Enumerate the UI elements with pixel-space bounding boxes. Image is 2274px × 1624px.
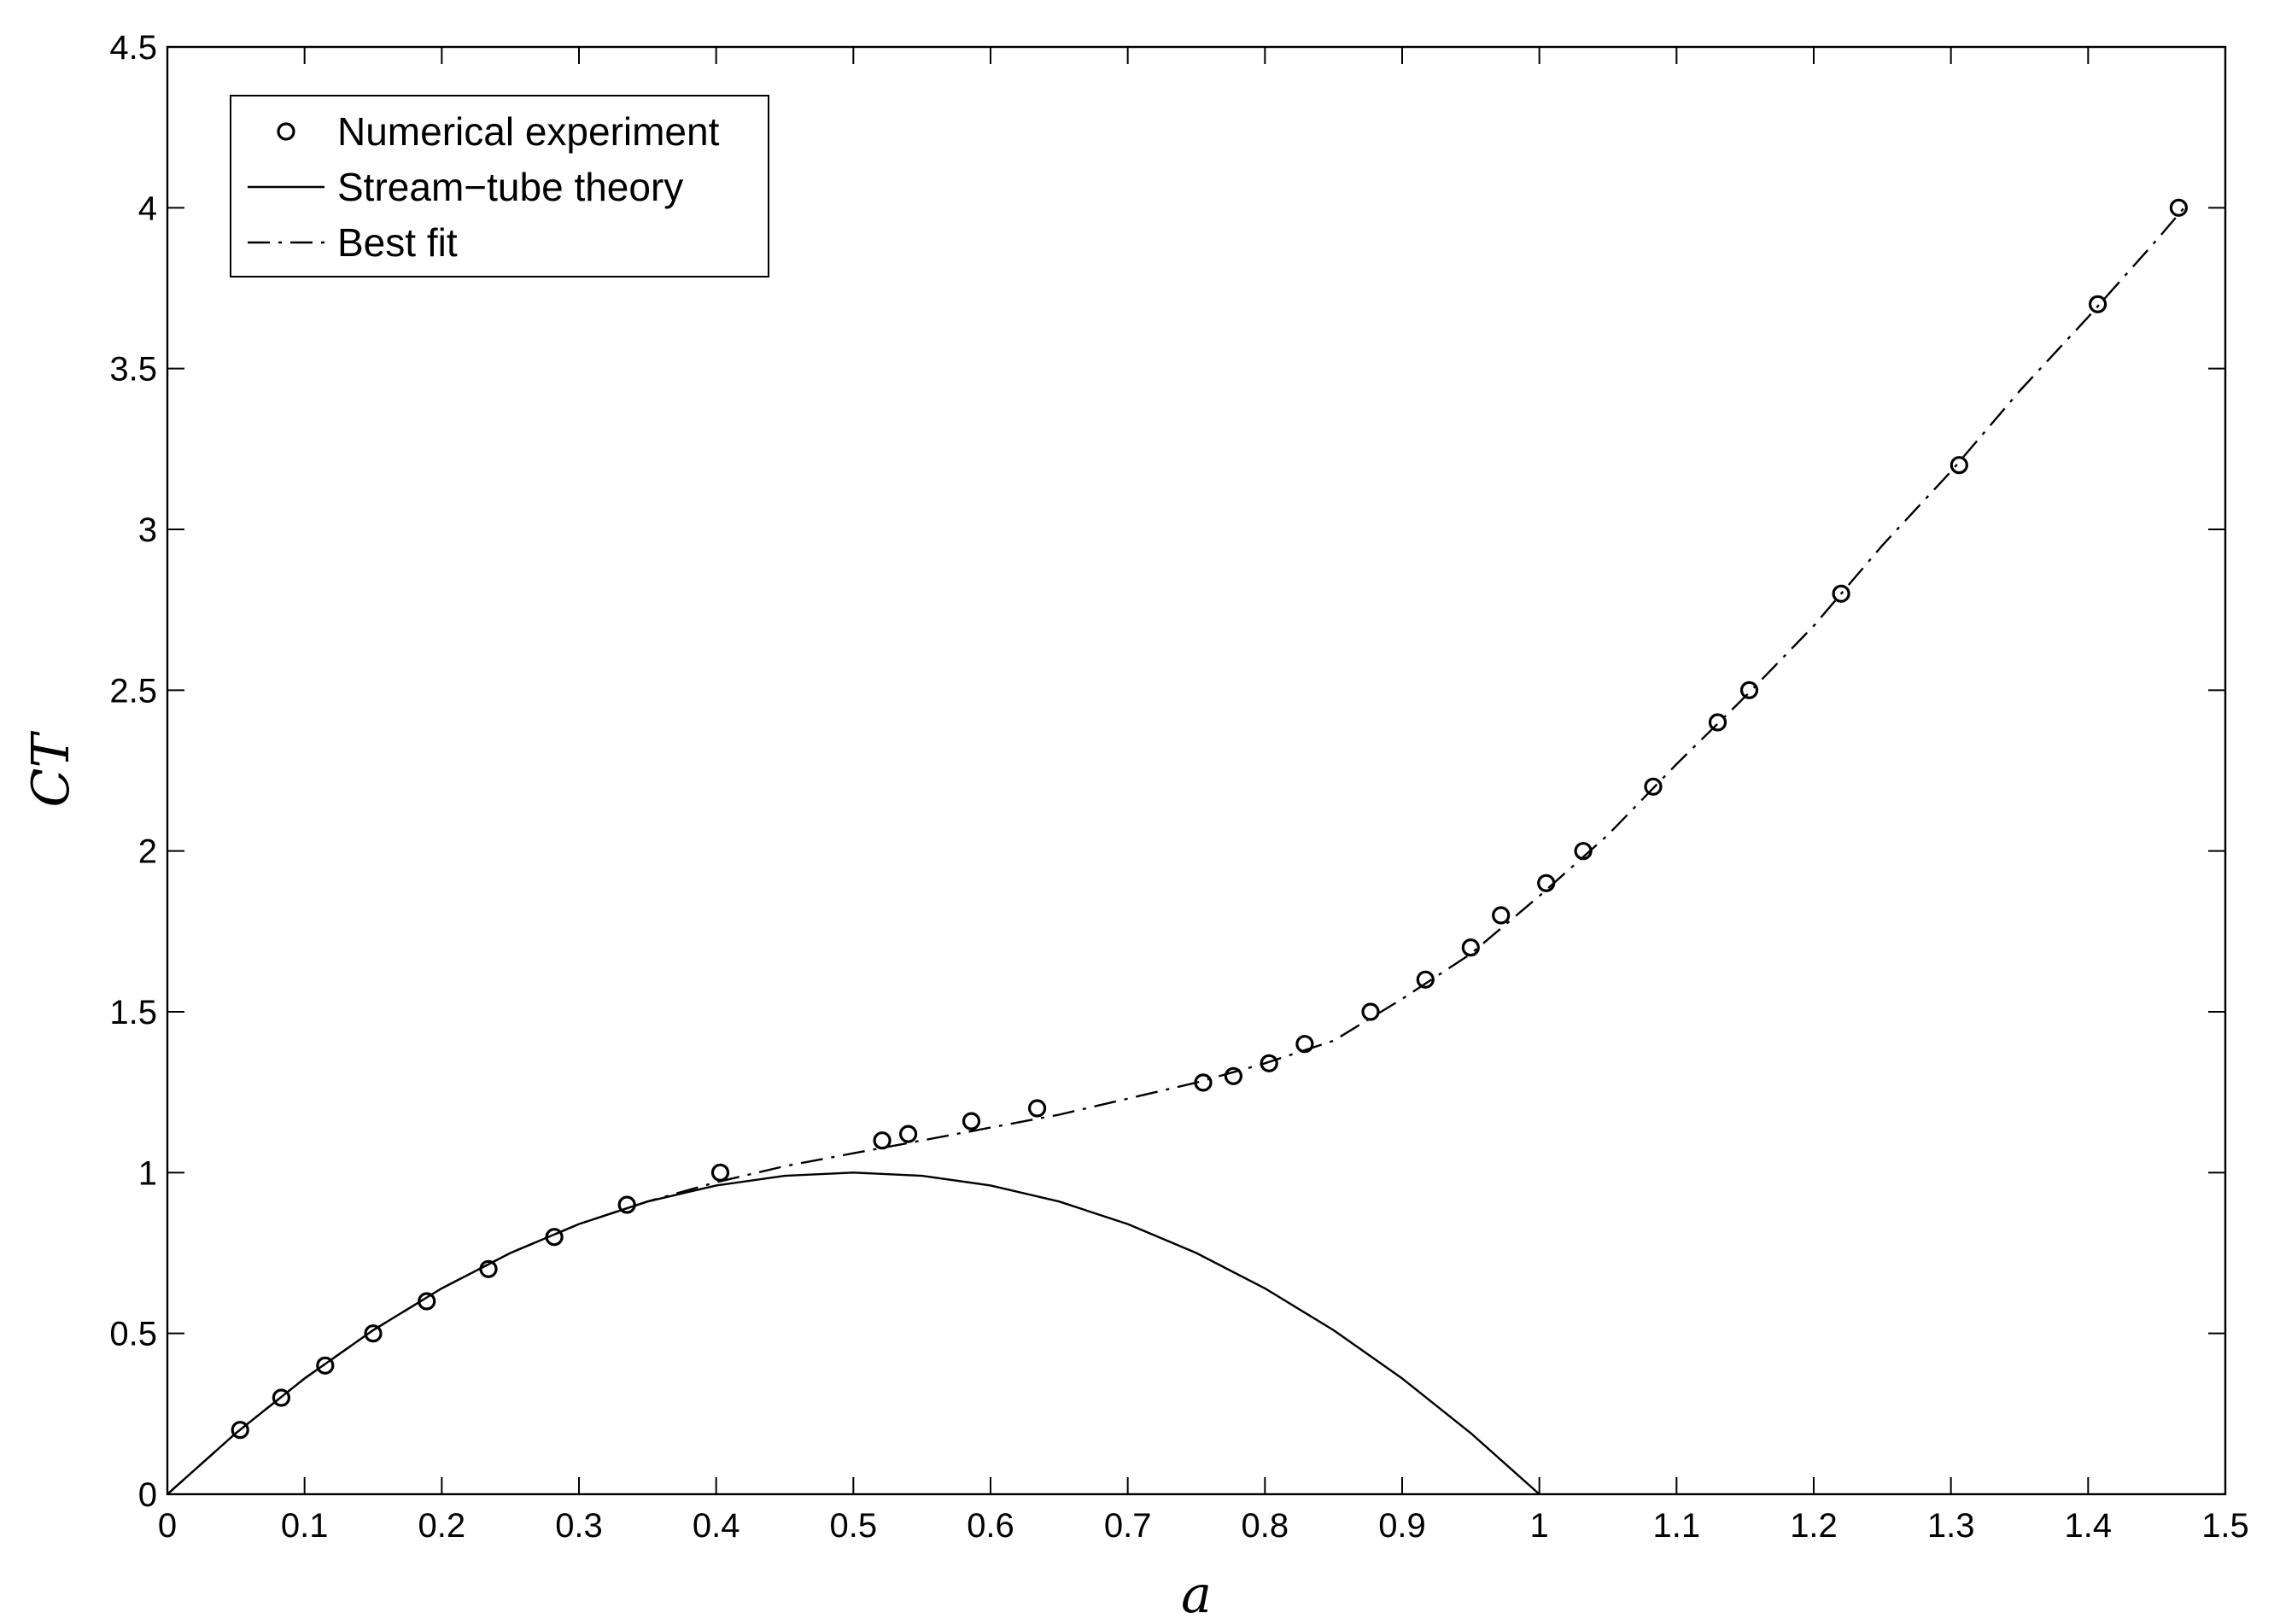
x-tick-label: 0.3 [555,1507,603,1545]
legend-entry-label: Best fit [337,220,458,265]
y-tick-label: 4.5 [109,29,157,67]
y-tick-label: 0.5 [109,1316,157,1353]
data-point-marker [962,1112,981,1130]
y-tick-label: 3.5 [109,351,157,388]
data-point-marker [1832,584,1850,603]
data-point-marker [1361,1002,1380,1021]
data-point-marker [272,1388,290,1407]
y-axis-label: CT [21,731,81,808]
data-point-marker [1644,777,1663,796]
x-tick-label: 1.2 [1790,1507,1838,1545]
data-point-marker [1708,713,1727,732]
data-point-marker [1950,456,1968,475]
data-point-marker [1027,1099,1047,1118]
x-axis-label: a [1181,1565,1212,1624]
y-tick-label: 4 [138,190,157,227]
data-point-marker [1224,1066,1243,1085]
legend-entry-label: Stream−tube theory [337,165,683,209]
x-tick-label: 1.5 [2201,1507,2249,1545]
data-point-marker [2169,198,2188,217]
x-tick-label: 1 [1530,1507,1549,1545]
x-tick-label: 0.5 [830,1507,878,1545]
x-tick-label: 0.4 [693,1507,740,1545]
data-point-marker [231,1421,249,1440]
y-tick-label: 2.5 [109,672,157,710]
data-point-marker [1739,681,1759,699]
data-point-marker [1461,938,1480,957]
legend: Numerical experiment Stream−tube theory Be… [230,95,769,277]
legend-entry-label: Numerical experiment [337,109,720,154]
x-tick-label: 1.1 [1653,1507,1701,1545]
y-tick-label: 3 [138,511,157,549]
axes-frame [166,45,2227,1496]
data-point-marker [898,1125,918,1143]
x-tick-label: 0 [158,1507,177,1545]
axes: 0 0.1 0.2 0.3 0.4 0.5 0.6 0.7 0.8 0.9 1 1.1 1.2 1.3 1.… [109,29,2248,1545]
x-tick-label: 0.6 [967,1507,1014,1545]
x-tick-label: 1.4 [2065,1507,2113,1545]
data-point-marker [2089,295,2107,313]
y-tick-label: 1 [138,1154,157,1192]
x-tick-label: 0.2 [418,1507,466,1545]
x-tick-label: 0.7 [1104,1507,1152,1545]
data-point-marker [1416,970,1435,989]
x-tick-label: 1.3 [1927,1507,1975,1545]
data-point-marker [364,1324,383,1343]
data-point-marker [873,1131,891,1150]
x-tick-label: 0.8 [1242,1507,1289,1545]
data-point-marker [1492,906,1511,925]
data-point-marker [316,1356,335,1375]
legend-marker [277,122,295,141]
x-tick-label: 0.1 [281,1507,329,1545]
y-tick-label: 1.5 [109,994,157,1031]
data-point-marker [1295,1035,1314,1054]
y-tick-label: 0 [138,1476,157,1514]
plot-area [167,198,2188,1495]
y-tick-label: 2 [138,833,157,871]
best-fit-line [167,207,2185,1495]
x-tick-label: 0.9 [1378,1507,1426,1545]
